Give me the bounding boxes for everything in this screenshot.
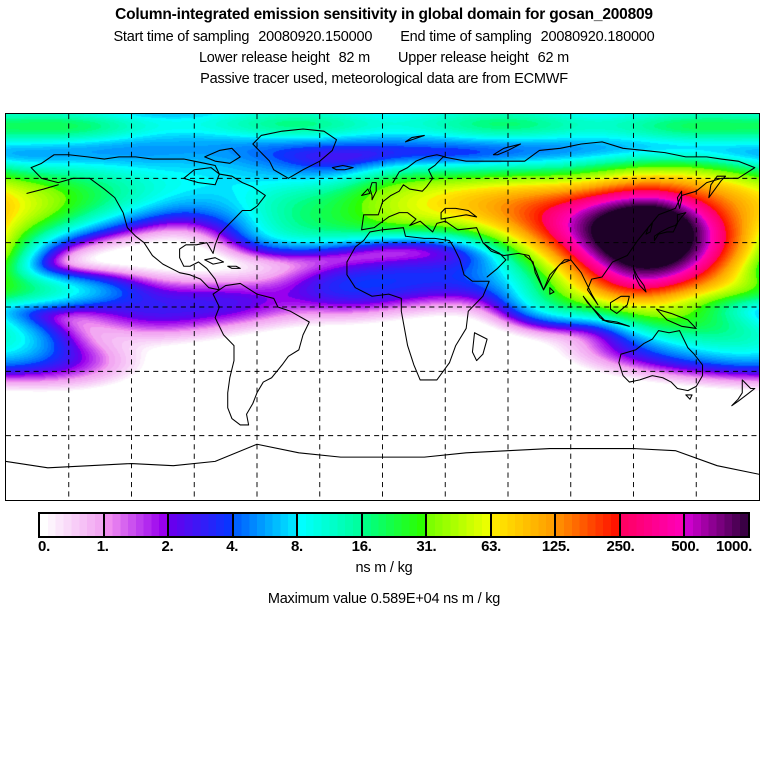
colorbar-tick: 125. <box>541 538 570 555</box>
colorbar-segment <box>556 514 621 536</box>
colorbar-segment <box>362 514 428 536</box>
colorbar-tick-labels: 0. 1. 2. 4. 8. 16. 31. 63. 125. 250. 500. 1000. <box>0 538 768 558</box>
start-time-label: Start time of sampling <box>113 29 250 45</box>
lower-release-value: 82 m <box>338 50 371 66</box>
colorbar <box>38 512 750 538</box>
colorbar-segment <box>620 514 686 536</box>
colorbar-tick: 8. <box>290 538 303 555</box>
colorbar-tick: 16. <box>351 538 372 555</box>
release-height-row: Lower release height 82 m Upper release he… <box>0 50 768 66</box>
colorbar-segment <box>298 514 363 536</box>
colorbar-tick: 4. <box>226 538 239 555</box>
colorbar-tick: 2. <box>161 538 174 555</box>
colorbar-tick: 1000. <box>715 538 753 555</box>
colorbar-segment <box>104 514 170 536</box>
colorbar-segment <box>427 514 492 536</box>
map-panel <box>5 113 760 501</box>
colorbar-segment <box>685 514 749 536</box>
colorbar-tick: 500. <box>671 538 700 555</box>
colorbar-tick: 1. <box>96 538 109 555</box>
tracer-note: Passive tracer used, meteorological data… <box>200 71 568 87</box>
colorbar-tick: 63. <box>481 538 502 555</box>
colorbar-tick: 0. <box>38 538 50 555</box>
lower-release-label: Lower release height <box>198 50 330 66</box>
maximum-value-label: Maximum value 0.589E+04 ns m / kg <box>267 591 501 607</box>
colorbar-tick: 31. <box>416 538 437 555</box>
sampling-time-row: Start time of sampling 20080920.150000 End… <box>0 29 768 45</box>
colorbar-tick: 250. <box>606 538 635 555</box>
colorbar-unit-label: ns m / kg <box>355 560 413 576</box>
end-time-value: 20080920.180000 <box>540 29 655 45</box>
end-time-label: End time of sampling <box>400 29 532 45</box>
emission-sensitivity-heatmap <box>6 114 759 500</box>
colorbar-segment <box>40 514 105 536</box>
upper-release-value: 62 m <box>537 50 570 66</box>
start-time-value: 20080920.150000 <box>258 29 373 45</box>
colorbar-segment <box>491 514 557 536</box>
upper-release-label: Upper release height <box>398 50 529 66</box>
page-title: Column-integrated emission sensitivity i… <box>115 6 653 23</box>
colorbar-segment <box>233 514 299 536</box>
plot-header: Column-integrated emission sensitivity i… <box>0 0 768 87</box>
colorbar-segment <box>169 514 234 536</box>
